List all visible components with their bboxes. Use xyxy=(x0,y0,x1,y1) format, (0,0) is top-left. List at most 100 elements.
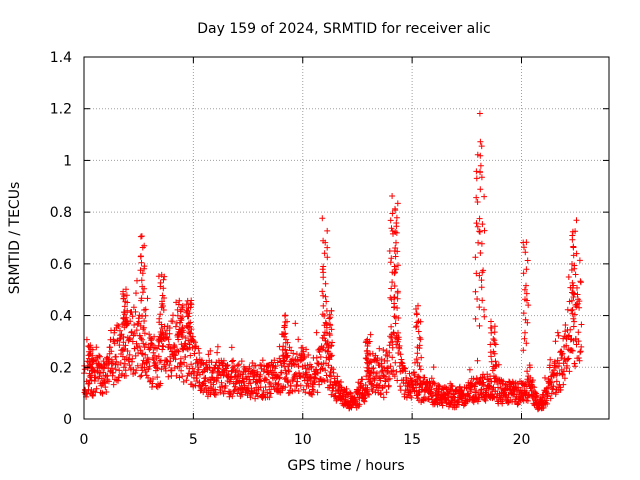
data-point xyxy=(567,326,574,333)
data-point xyxy=(337,384,344,391)
data-point xyxy=(449,383,456,390)
data-point xyxy=(112,366,119,373)
data-point xyxy=(159,298,165,305)
data-point xyxy=(141,242,148,249)
data-point xyxy=(478,277,485,284)
data-point xyxy=(572,271,579,278)
data-point xyxy=(124,348,131,354)
data-point xyxy=(191,368,198,375)
data-point xyxy=(559,350,566,357)
data-point xyxy=(177,355,184,362)
data-point xyxy=(287,382,294,389)
data-point xyxy=(548,390,555,397)
data-point xyxy=(217,387,224,394)
data-point xyxy=(322,319,329,326)
data-point xyxy=(324,254,331,261)
data-point xyxy=(492,341,499,348)
data-point xyxy=(522,249,529,256)
data-point xyxy=(417,366,424,373)
data-point xyxy=(476,110,483,117)
data-point xyxy=(334,378,341,384)
data-point xyxy=(94,367,101,374)
data-point xyxy=(324,339,331,345)
data-point xyxy=(218,379,225,386)
y-tick-label: 0.2 xyxy=(50,360,72,376)
data-point xyxy=(154,374,161,381)
data-point xyxy=(308,363,315,370)
data-point xyxy=(481,227,488,234)
data-point xyxy=(128,328,135,335)
data-point xyxy=(474,199,481,205)
data-point xyxy=(172,323,179,330)
data-point xyxy=(292,320,299,327)
data-point xyxy=(178,341,185,348)
data-point xyxy=(386,248,393,254)
data-point xyxy=(471,383,478,390)
data-point xyxy=(473,194,480,201)
data-point xyxy=(569,306,576,313)
data-point xyxy=(416,342,423,349)
data-point xyxy=(179,324,186,331)
data-point xyxy=(577,349,584,356)
data-point xyxy=(165,373,172,380)
data-point xyxy=(150,356,157,363)
data-point xyxy=(531,384,538,391)
data-point xyxy=(543,385,550,392)
data-point xyxy=(160,343,167,349)
data-point xyxy=(406,370,413,377)
data-point xyxy=(564,356,571,363)
data-point xyxy=(430,364,437,371)
data-point xyxy=(110,381,117,388)
data-point xyxy=(158,366,165,373)
data-point xyxy=(126,336,133,343)
data-point xyxy=(167,367,174,374)
data-point xyxy=(515,399,522,406)
data-point xyxy=(107,344,113,351)
data-point xyxy=(313,375,319,382)
data-point xyxy=(395,334,402,341)
data-point xyxy=(326,356,333,363)
data-point xyxy=(378,368,385,375)
data-point xyxy=(374,357,381,364)
data-point xyxy=(363,355,370,362)
data-point xyxy=(521,335,528,342)
data-point xyxy=(565,355,572,362)
data-point xyxy=(297,357,304,364)
data-point xyxy=(295,336,302,343)
data-point xyxy=(476,322,483,329)
data-point xyxy=(142,351,149,358)
data-point xyxy=(145,366,152,372)
data-point xyxy=(105,378,112,385)
data-point xyxy=(116,342,123,349)
data-point xyxy=(402,368,409,375)
data-point xyxy=(570,282,577,289)
data-point xyxy=(122,360,128,367)
data-point xyxy=(184,313,191,320)
data-point xyxy=(156,315,163,322)
y-axis-ticks: 0 0.2 0.4 0.6 0.8 1 1.2 1.4 xyxy=(50,50,609,428)
data-point xyxy=(188,337,195,344)
data-point xyxy=(543,397,550,404)
data-point xyxy=(259,357,266,364)
data-point xyxy=(415,389,422,396)
data-point xyxy=(235,361,242,368)
data-points xyxy=(81,110,585,413)
data-point xyxy=(359,376,366,383)
data-point xyxy=(315,360,322,367)
data-point xyxy=(138,372,145,379)
data-point xyxy=(167,345,174,352)
data-point xyxy=(183,309,190,316)
data-point xyxy=(135,318,142,325)
data-point xyxy=(364,359,371,366)
data-point xyxy=(137,267,144,274)
data-point xyxy=(250,373,257,380)
data-point xyxy=(144,295,151,302)
data-point xyxy=(522,329,528,336)
data-point xyxy=(388,225,395,232)
data-point xyxy=(103,389,110,395)
data-point xyxy=(234,362,241,369)
data-point xyxy=(394,248,401,255)
data-point xyxy=(388,285,395,292)
data-point xyxy=(285,390,292,397)
data-point xyxy=(295,388,302,394)
